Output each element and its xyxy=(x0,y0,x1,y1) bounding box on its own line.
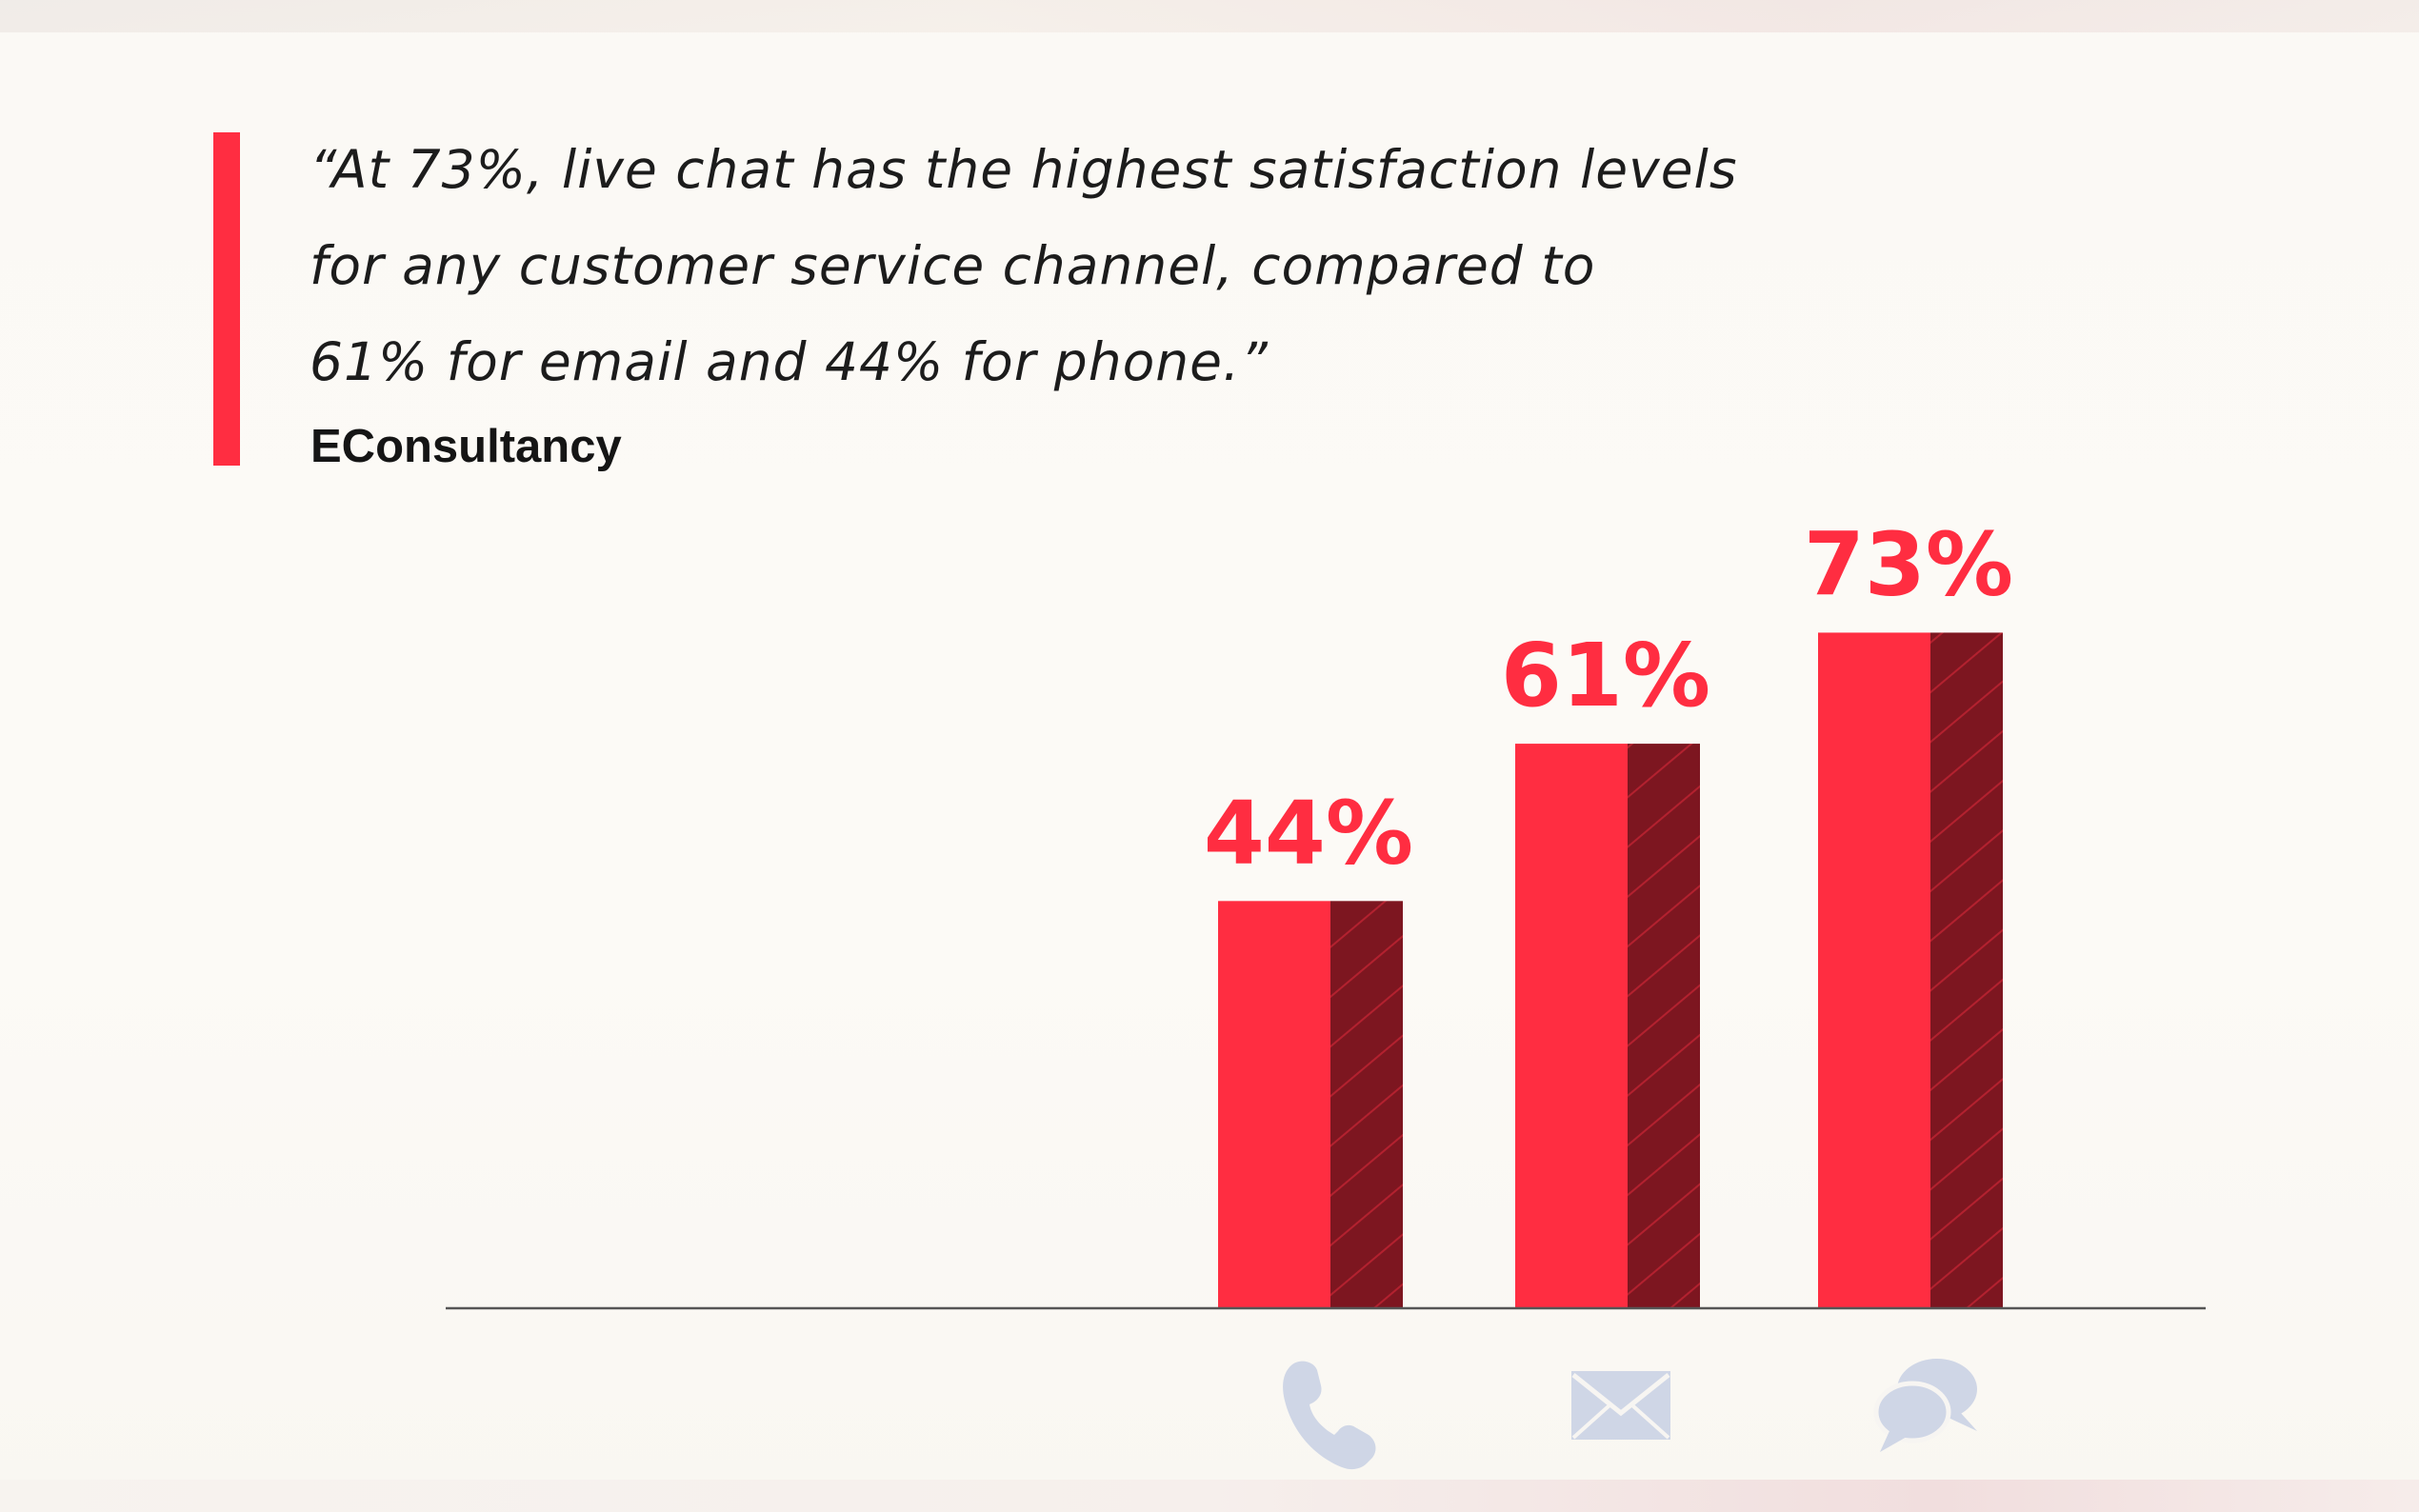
category-icons-layer xyxy=(1283,1359,1977,1470)
top-edge xyxy=(0,0,2419,32)
value-label: 44% xyxy=(1204,782,1413,884)
bar-side-shade xyxy=(1330,901,1403,1308)
bar-side-shade xyxy=(1930,632,2003,1308)
quote-line-1: “At 73%, live chat has the highest satis… xyxy=(310,139,1738,200)
quote-accent-bar xyxy=(213,132,240,466)
value-labels-layer: 44% 61% 73% xyxy=(1204,513,2013,884)
bars-layer xyxy=(1218,632,2003,1308)
value-label: 61% xyxy=(1501,625,1710,726)
bar-front xyxy=(1515,744,1628,1308)
bar-side-shade xyxy=(1628,744,1700,1308)
bar-live-chat xyxy=(1818,632,2003,1308)
bar-phone xyxy=(1218,901,1403,1308)
bar-front xyxy=(1218,901,1330,1308)
phone-icon xyxy=(1283,1361,1376,1470)
envelope-icon xyxy=(1571,1371,1670,1440)
bar-email xyxy=(1515,744,1700,1308)
bottom-edge xyxy=(0,1480,2419,1512)
quote-line-2: for any customer service channel, compar… xyxy=(310,235,1596,296)
bar-front xyxy=(1818,632,1930,1308)
quote-line-3: 61% for email and 44% for phone.” xyxy=(310,331,1269,392)
chat-bubbles-icon xyxy=(1873,1359,1977,1452)
quote-source: EConsultancy xyxy=(310,421,622,472)
quote-text: “At 73%, live chat has the highest satis… xyxy=(310,122,1833,410)
value-label: 73% xyxy=(1804,513,2013,615)
